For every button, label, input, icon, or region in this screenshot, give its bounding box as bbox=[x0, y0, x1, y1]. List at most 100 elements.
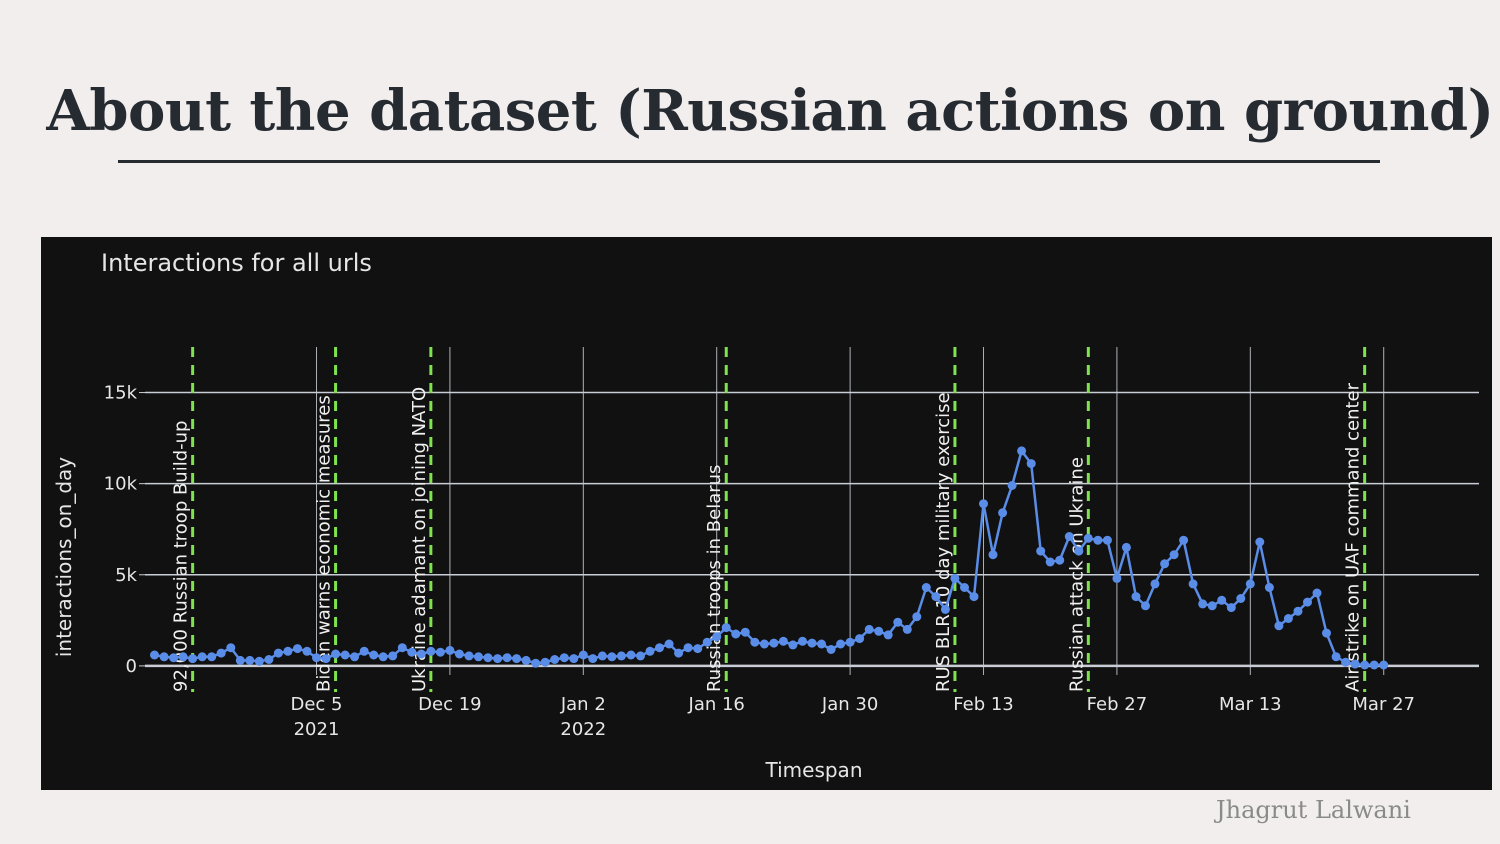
data-point bbox=[1017, 446, 1027, 456]
data-point bbox=[1007, 481, 1017, 490]
data-point bbox=[893, 617, 903, 627]
data-point bbox=[874, 626, 884, 636]
data-point bbox=[731, 629, 741, 639]
data-point bbox=[474, 652, 483, 662]
data-point bbox=[1350, 659, 1360, 669]
data-point bbox=[597, 651, 607, 661]
data-point bbox=[245, 655, 255, 665]
data-point bbox=[1045, 557, 1055, 567]
data-point bbox=[331, 649, 341, 659]
title-underline bbox=[118, 160, 1380, 163]
data-point bbox=[1188, 579, 1198, 589]
author-name: Jhagrut Lalwani bbox=[1216, 796, 1411, 824]
data-point bbox=[1179, 535, 1189, 545]
data-point bbox=[502, 653, 512, 663]
data-point bbox=[1112, 573, 1122, 583]
data-point bbox=[1341, 657, 1351, 667]
data-point bbox=[1283, 614, 1293, 623]
data-point bbox=[283, 646, 293, 656]
series-line bbox=[154, 449, 1384, 667]
data-point bbox=[1207, 601, 1217, 611]
data-point bbox=[550, 655, 560, 664]
data-point bbox=[960, 583, 969, 592]
data-point bbox=[388, 651, 398, 661]
data-point bbox=[1036, 546, 1046, 556]
data-point bbox=[807, 638, 817, 648]
x-tick-label: Jan 16 bbox=[688, 694, 745, 715]
data-point bbox=[1293, 606, 1303, 616]
data-point bbox=[1369, 660, 1379, 670]
y-axis-title: interactions_on_day bbox=[52, 457, 76, 657]
data-point bbox=[359, 646, 369, 656]
data-point bbox=[1141, 601, 1150, 611]
data-point bbox=[864, 624, 874, 634]
data-point bbox=[645, 646, 655, 656]
data-point bbox=[397, 643, 407, 653]
data-point bbox=[1121, 542, 1131, 552]
data-point bbox=[578, 650, 588, 660]
data-point bbox=[607, 652, 617, 662]
data-point bbox=[188, 654, 198, 664]
slide-title: About the dataset (Russian actions on gr… bbox=[46, 78, 1494, 144]
data-point bbox=[1379, 660, 1389, 670]
axes: Dec 5 2021 Dec 19 Jan 2 2022 Jan 16 Jan 30 Feb … bbox=[104, 383, 1415, 740]
x-tick-year-label: 2021 bbox=[294, 719, 340, 740]
x-tick-label: Feb 13 bbox=[953, 694, 1014, 715]
data-point bbox=[197, 652, 207, 662]
data-point bbox=[416, 649, 426, 659]
data-point bbox=[702, 637, 712, 647]
y-tick-label: 5k bbox=[115, 565, 137, 586]
data-point bbox=[426, 646, 436, 656]
data-point bbox=[1255, 537, 1265, 547]
data-point bbox=[836, 639, 846, 649]
data-point bbox=[817, 639, 826, 649]
event-label: Biden warns economic measures bbox=[314, 395, 335, 692]
x-tick-label: Dec 19 bbox=[418, 694, 481, 715]
data-point bbox=[912, 612, 922, 622]
data-point bbox=[1274, 621, 1284, 631]
data-point bbox=[293, 644, 302, 654]
data-point bbox=[1131, 592, 1141, 602]
event-label: Russian attack on Ukraine bbox=[1066, 457, 1087, 692]
data-point bbox=[626, 650, 636, 660]
data-point bbox=[1226, 603, 1236, 613]
data-point bbox=[769, 638, 779, 648]
data-point bbox=[483, 653, 493, 663]
data-point bbox=[1160, 559, 1170, 569]
data-point bbox=[216, 648, 226, 658]
data-point bbox=[226, 643, 236, 653]
data-point bbox=[159, 652, 169, 662]
data-point bbox=[1264, 583, 1274, 592]
data-point bbox=[683, 643, 693, 653]
data-point bbox=[1217, 595, 1227, 605]
data-point bbox=[321, 654, 331, 664]
x-tick-year-label: 2022 bbox=[560, 719, 606, 740]
data-point bbox=[435, 647, 445, 657]
event-label: Air strike on UAF command center bbox=[1343, 382, 1364, 692]
data-point bbox=[1055, 555, 1065, 565]
event-label: RUS BLR 10 day military exercise bbox=[933, 392, 954, 692]
data-point bbox=[921, 583, 931, 592]
data-point bbox=[1026, 459, 1036, 469]
data-point bbox=[169, 653, 179, 663]
y-tick-label: 15k bbox=[104, 383, 138, 404]
x-axis-title: Timespan bbox=[765, 758, 863, 782]
x-tick-label: Mar 27 bbox=[1352, 694, 1415, 715]
data-point bbox=[521, 655, 531, 665]
data-point bbox=[254, 656, 264, 666]
data-point bbox=[312, 653, 321, 663]
data-point bbox=[1083, 533, 1093, 543]
data-point bbox=[464, 651, 474, 661]
data-point bbox=[1322, 628, 1331, 638]
data-point bbox=[1331, 652, 1341, 662]
data-point bbox=[588, 654, 598, 664]
data-point bbox=[235, 655, 245, 665]
x-tick-label: Jan 2 bbox=[560, 694, 606, 715]
event-label: 92,000 Russian troop Build-up bbox=[171, 421, 192, 692]
data-point bbox=[350, 652, 360, 662]
data-point bbox=[1169, 550, 1179, 560]
data-point bbox=[369, 650, 379, 660]
data-point bbox=[674, 648, 684, 658]
data-point bbox=[969, 592, 979, 602]
data-point bbox=[798, 636, 807, 646]
